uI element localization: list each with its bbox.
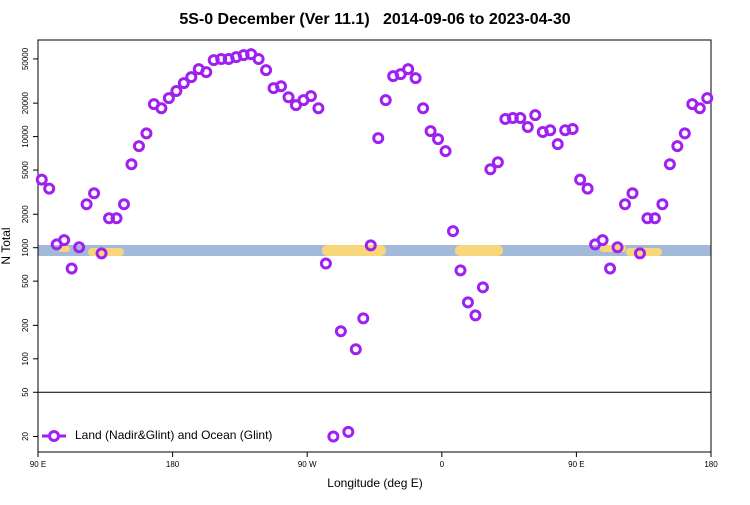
- point: [633, 247, 646, 260]
- point: [566, 123, 579, 136]
- point: [611, 241, 624, 254]
- y-tick-label: 1000: [21, 238, 30, 256]
- point: [641, 212, 654, 225]
- point: [282, 91, 295, 104]
- point: [424, 125, 437, 138]
- point: [529, 109, 542, 122]
- point: [461, 296, 474, 309]
- point: [484, 163, 497, 176]
- point: [656, 198, 669, 211]
- y-tick-label: 10000: [21, 125, 30, 148]
- point: [155, 102, 168, 115]
- point: [364, 239, 377, 252]
- point: [252, 53, 265, 66]
- y-tick-label: 200: [21, 318, 30, 332]
- point: [671, 140, 684, 153]
- y-tick-label: 500: [21, 274, 30, 288]
- point: [319, 257, 332, 270]
- point: [506, 111, 519, 124]
- point: [544, 124, 557, 137]
- point: [551, 138, 564, 151]
- point: [132, 140, 145, 153]
- point: [432, 133, 445, 146]
- point: [439, 145, 452, 158]
- x-tick-label: 180: [704, 460, 718, 469]
- point: [678, 127, 691, 140]
- point: [200, 66, 213, 79]
- point: [95, 247, 108, 260]
- y-axis-label: N Total: [0, 227, 13, 264]
- point: [275, 80, 288, 93]
- point: [469, 309, 482, 322]
- point: [334, 325, 347, 338]
- point: [312, 102, 325, 115]
- y-tick-label: 20000: [21, 91, 30, 114]
- point: [574, 173, 587, 186]
- x-tick-label: 90 E: [568, 460, 584, 469]
- y-tick-label: 100: [21, 352, 30, 366]
- point: [73, 241, 86, 254]
- x-tick-label: 0: [440, 460, 445, 469]
- point: [476, 281, 489, 294]
- point: [304, 90, 317, 103]
- point: [177, 77, 190, 90]
- point: [693, 102, 706, 115]
- legend-label: Land (Nadir&Glint) and Ocean (Glint): [75, 428, 272, 442]
- point: [357, 312, 370, 325]
- point: [409, 72, 422, 85]
- point: [65, 262, 78, 275]
- point: [103, 212, 116, 225]
- point: [514, 111, 527, 124]
- x-tick-label: 180: [166, 460, 180, 469]
- point: [342, 425, 355, 438]
- point: [648, 212, 661, 225]
- point: [372, 132, 385, 145]
- point: [619, 198, 632, 211]
- point: [454, 264, 467, 277]
- legend-marker: [48, 430, 60, 442]
- point: [80, 198, 93, 211]
- point: [110, 212, 123, 225]
- point: [447, 225, 460, 238]
- point: [663, 158, 676, 171]
- point: [701, 92, 714, 105]
- y-tick-label: 50: [21, 387, 30, 396]
- point: [327, 430, 340, 443]
- point: [491, 156, 504, 169]
- point: [215, 53, 228, 66]
- point: [260, 64, 273, 77]
- point: [185, 71, 198, 84]
- point: [88, 187, 101, 200]
- x-axis-label: Longitude (deg E): [327, 476, 422, 490]
- plot-frame: [37, 39, 712, 453]
- point: [43, 182, 56, 195]
- point: [35, 173, 48, 186]
- point: [140, 127, 153, 140]
- point: [117, 198, 130, 211]
- point: [626, 187, 639, 200]
- x-tick-label: 90 W: [298, 460, 317, 469]
- x-tick-label: 90 E: [30, 460, 46, 469]
- y-tick-label: 2000: [21, 205, 30, 223]
- point: [604, 262, 617, 275]
- point: [402, 63, 415, 76]
- y-tick-label: 5000: [21, 161, 30, 179]
- point: [170, 85, 183, 98]
- point: [417, 102, 430, 115]
- point: [58, 234, 71, 247]
- point: [125, 158, 138, 171]
- chart-title: 5S-0 December (Ver 11.1) 2014-09-06 to 2…: [179, 11, 570, 28]
- point: [379, 94, 392, 107]
- point: [349, 343, 362, 356]
- y-tick-label: 50000: [21, 47, 30, 70]
- point: [521, 120, 534, 133]
- point: [581, 182, 594, 195]
- point: [162, 92, 175, 105]
- y-tick-label: 20: [21, 431, 30, 440]
- point: [596, 234, 609, 247]
